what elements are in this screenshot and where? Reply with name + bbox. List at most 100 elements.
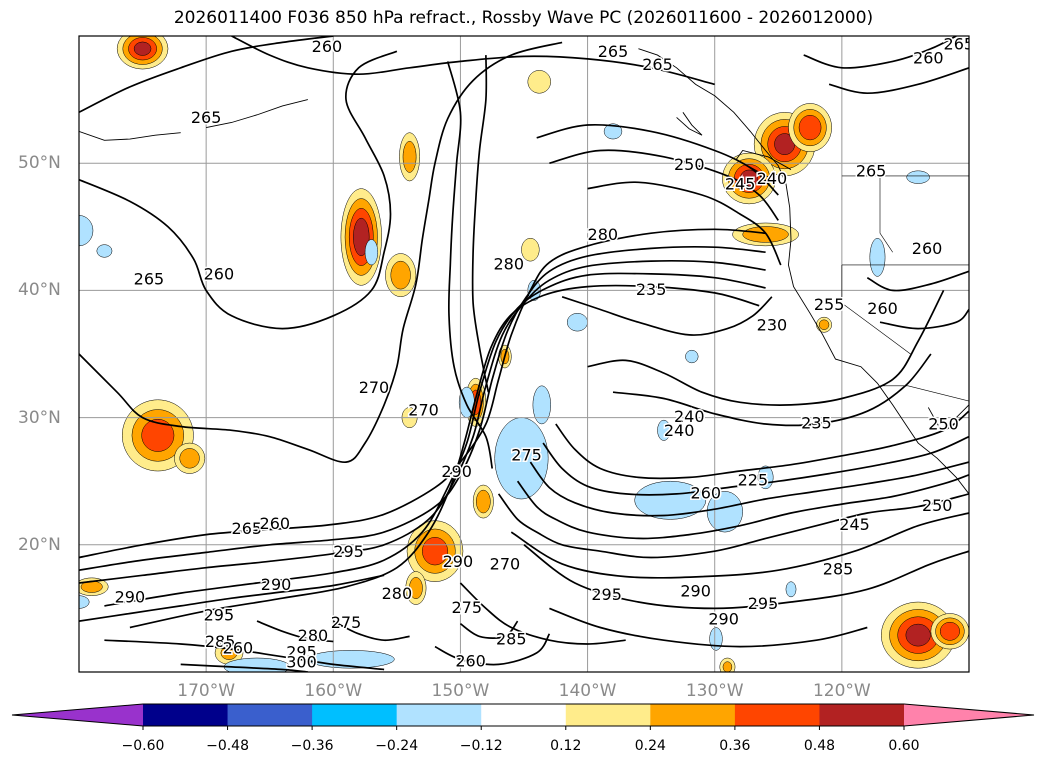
coastline-segment (735, 149, 792, 184)
contour-label: 235 (801, 413, 832, 432)
contour-265 (79, 50, 398, 330)
anomaly-blob-43 (79, 595, 90, 609)
coastline-segment (638, 48, 969, 495)
contour-255 (866, 270, 969, 292)
contour-285 (510, 512, 969, 579)
contour-label: 280 (382, 584, 413, 603)
contour-label: 285 (496, 630, 527, 649)
contour-label: 225 (738, 471, 769, 490)
contour-295 (79, 228, 766, 559)
contour-240 (587, 290, 945, 406)
contour-label: 235 (636, 280, 667, 299)
contour-250 (536, 123, 779, 196)
anomaly-blob-36 (685, 349, 699, 364)
contour-285 (459, 582, 626, 645)
contour-275 (446, 61, 494, 469)
map-frame (78, 35, 970, 673)
map-title: 2026011400 F036 850 hPa refract., Rossby… (173, 8, 874, 28)
contour-label: 290 (708, 609, 739, 628)
contour-label: 280 (588, 225, 619, 244)
anomaly-level (905, 623, 931, 647)
contour-label: 290 (441, 462, 472, 481)
colorbar-tick-label: 0.60 (888, 738, 920, 754)
state-border (880, 385, 969, 402)
coastline-segment (676, 112, 703, 136)
anomaly-blob-34 (96, 244, 113, 258)
contour-label: 240 (674, 407, 705, 426)
anomaly-level (521, 237, 540, 262)
anomaly-level (79, 215, 94, 247)
anomaly-level (785, 581, 797, 598)
contour-300 (104, 639, 385, 671)
anomaly-level (939, 621, 960, 641)
anomaly-blob-33 (79, 215, 94, 247)
anomaly-level (96, 244, 113, 258)
lon-tick-label: 150°W (431, 681, 490, 701)
anomaly-blob-22 (816, 316, 832, 333)
anomaly-blob-13 (788, 103, 832, 153)
contour-label: 265 (598, 42, 629, 61)
coastline-segment (206, 99, 308, 129)
lat-tick-label: 30°N (18, 407, 61, 428)
anomaly-blob-3 (340, 188, 382, 286)
contour-label: 285 (823, 560, 854, 579)
graticule (79, 36, 969, 672)
contour-260 (434, 633, 551, 666)
contour-280 (104, 272, 766, 607)
contour-270 (79, 41, 563, 463)
anomaly-blob-42 (709, 627, 723, 651)
lon-tick-label: 120°W (812, 681, 871, 701)
contour-label: 300 (286, 653, 317, 672)
contour-label: 295 (204, 606, 235, 625)
anomaly-level (566, 313, 588, 332)
contour-label: 295 (286, 642, 317, 661)
contour-label: 265 (642, 55, 673, 74)
contour-label: 295 (333, 542, 364, 561)
coastline-segment (927, 404, 969, 432)
anomaly-level (527, 70, 551, 94)
contour-290 (523, 544, 969, 610)
anomaly-blob-6 (521, 237, 540, 262)
anomaly-blob-23 (719, 657, 736, 672)
contour-label: 245 (839, 515, 870, 534)
contour-250 (555, 410, 969, 480)
contour-260 (231, 36, 715, 86)
anomaly-blob-37 (657, 419, 671, 441)
contour-290 (79, 574, 385, 622)
contour-label: 260 (691, 483, 722, 502)
contour-290 (79, 246, 766, 572)
contour-label: 260 (204, 265, 235, 284)
contour-label: 270 (490, 555, 521, 574)
anomaly-blob-25 (532, 385, 551, 425)
anomaly-level (532, 385, 551, 425)
anomaly-level (818, 319, 830, 330)
contour-255 (542, 435, 969, 496)
contour-label: 270 (359, 378, 390, 397)
contour-260 (529, 461, 969, 517)
contour-label: 290 (443, 552, 474, 571)
contour-label: 250 (928, 415, 959, 434)
state-border (879, 175, 893, 253)
contour-label: 240 (757, 169, 788, 188)
anomaly-level (409, 577, 423, 599)
anomaly-blob-18 (930, 613, 969, 650)
lat-tick-label: 50°N (18, 153, 61, 174)
colorbar-tick-label: −0.60 (121, 738, 165, 754)
anomaly-blob-38 (869, 237, 886, 277)
anomaly-level (390, 260, 411, 290)
anomaly-level (709, 627, 723, 651)
anomaly-level (476, 489, 491, 514)
anomaly-level (353, 217, 370, 257)
contour-260 (879, 308, 969, 330)
contour-label: 290 (680, 581, 711, 600)
contour-270 (459, 620, 519, 639)
contour-label: 230 (757, 316, 788, 335)
anomaly-blob-16 (527, 70, 551, 94)
anomaly-blob-2 (174, 442, 206, 474)
anomaly-blob-10 (472, 484, 494, 519)
contour-label: 245 (725, 174, 756, 193)
anomaly-level (133, 41, 152, 56)
contour-label: 280 (493, 254, 524, 273)
anomaly-level (657, 419, 671, 441)
anomaly-blob-7 (406, 520, 464, 582)
